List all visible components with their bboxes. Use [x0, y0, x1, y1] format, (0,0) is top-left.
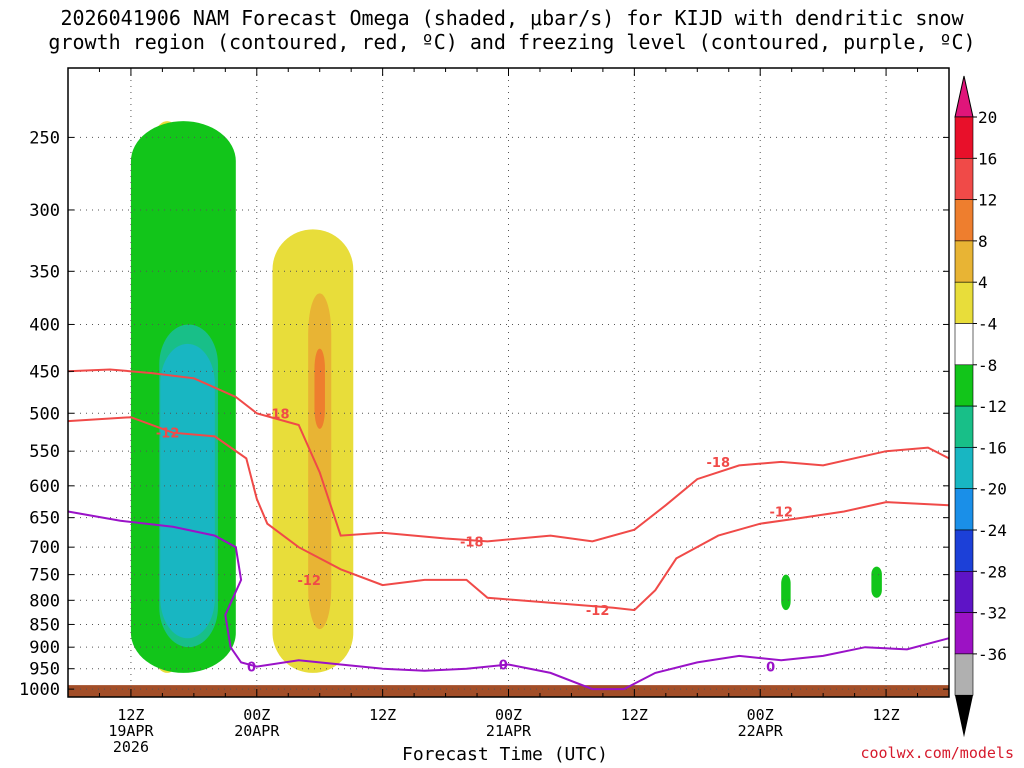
contour-label-1: -18	[266, 407, 290, 422]
contour-label-6: -12	[769, 506, 793, 521]
contour-line-m18-1	[67, 368, 950, 543]
colorbar-label-1: 16	[978, 149, 997, 168]
x-tick-label-78-0: 12Z	[873, 706, 900, 724]
x-tick-label-6-1: 19APR	[108, 722, 154, 740]
colorbar-swatch-11	[954, 570, 974, 613]
x-axis-title: Forecast Time (UTC)	[402, 744, 608, 765]
colorbar-swatch-7	[954, 405, 974, 448]
colorbar-swatch-5	[954, 323, 974, 366]
contour-label-8: 0	[499, 658, 508, 673]
colorbar-label-8: -16	[978, 438, 1007, 457]
colorbar-label-10: -24	[978, 521, 1007, 540]
chart-title: 2026041906 NAM Forecast Omega (shaded, μ…	[0, 6, 1024, 54]
colorbar-label-2: 12	[978, 191, 997, 210]
colorbar-label-11: -28	[978, 562, 1007, 581]
y-tick-label-750: 750	[29, 566, 60, 586]
x-tick-label-6-0: 12Z	[117, 706, 144, 724]
omega-region-6	[160, 343, 215, 639]
omega-region-3	[314, 348, 325, 429]
colorbar-label-12: -32	[978, 604, 1007, 623]
colorbar-swatch-3	[954, 240, 974, 283]
colorbar-label-6: -8	[978, 356, 997, 375]
colorbar-swatch-6	[954, 364, 974, 407]
colorbar-label-7: -12	[978, 397, 1007, 416]
colorbar-top-arrow	[954, 75, 974, 118]
contour-label-7: 0	[247, 661, 256, 676]
colorbar-label-13: -36	[978, 645, 1007, 664]
x-tick-label-42-0: 00Z	[495, 706, 522, 724]
contour-label-3: -18	[460, 535, 484, 550]
y-tick-label-350: 350	[29, 262, 60, 282]
y-tick-label-700: 700	[29, 538, 60, 558]
colorbar-label-3: 8	[978, 232, 988, 251]
y-tick-label-550: 550	[29, 442, 60, 462]
contour-label-0: -12	[156, 427, 180, 442]
contour-line-m12-0	[67, 416, 950, 612]
x-tick-label-18-0: 00Z	[243, 706, 270, 724]
y-tick-label-650: 650	[29, 509, 60, 529]
y-tick-label-400: 400	[29, 315, 60, 335]
omega-region-8	[781, 574, 791, 611]
y-tick-label-900: 900	[29, 638, 60, 658]
colorbar-swatch-13	[954, 653, 974, 696]
contour-label-9: 0	[766, 661, 775, 676]
colorbar-label-9: -20	[978, 480, 1007, 499]
contour-label-2: -12	[297, 574, 321, 589]
y-tick-label-950: 950	[29, 660, 60, 680]
y-tick-label-300: 300	[29, 201, 60, 221]
colorbar-swatch-10	[954, 529, 974, 572]
colorbar-swatch-4	[954, 281, 974, 324]
omega-region-2	[308, 293, 332, 630]
colorbar-bottom-arrow	[955, 695, 973, 738]
credit-text: coolwx.com/models	[860, 744, 1014, 762]
colorbar-swatch-12	[954, 612, 974, 655]
colorbar-swatch-9	[954, 488, 974, 531]
colorbar-swatch-2	[954, 199, 974, 242]
title-line-1: 2026041906 NAM Forecast Omega (shaded, μ…	[60, 6, 964, 30]
colorbar-swatch-1	[954, 158, 974, 200]
omega-region-7	[871, 566, 882, 598]
y-tick-label-850: 850	[29, 615, 60, 635]
colorbar-label-4: 4	[978, 273, 988, 292]
x-tick-label-30-0: 12Z	[369, 706, 396, 724]
x-tick-label-6-2: 2026	[113, 738, 149, 756]
contour-label-5: -18	[707, 456, 731, 471]
y-tick-label-1000: 1000	[19, 680, 60, 700]
colorbar-label-0: 20	[978, 108, 997, 127]
x-tick-label-18-1: 20APR	[234, 722, 280, 740]
x-tick-label-42-1: 21APR	[486, 722, 532, 740]
y-tick-label-250: 250	[29, 128, 60, 148]
colorbar-swatch-0	[954, 116, 974, 159]
y-tick-label-500: 500	[29, 404, 60, 424]
contour-line-0-2	[67, 510, 950, 691]
y-tick-label-800: 800	[29, 591, 60, 611]
x-tick-label-54-0: 12Z	[621, 706, 648, 724]
x-tick-label-66-0: 00Z	[747, 706, 774, 724]
y-tick-label-600: 600	[29, 477, 60, 497]
title-line-2: growth region (contoured, red, ºC) and f…	[48, 30, 976, 54]
y-tick-label-450: 450	[29, 362, 60, 382]
colorbar-label-5: -4	[978, 315, 997, 334]
colorbar-swatch-8	[954, 447, 974, 489]
x-tick-label-66-1: 22APR	[738, 722, 784, 740]
contour-label-4: -12	[586, 604, 610, 619]
